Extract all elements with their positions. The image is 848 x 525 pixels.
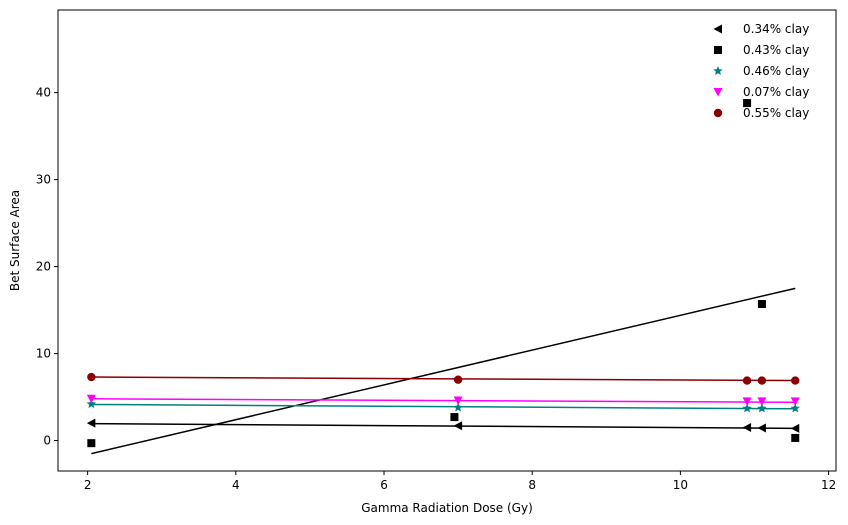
y-tick-label: 30 [36, 173, 51, 187]
trend-line [91, 422, 796, 430]
x-tick-label: 8 [528, 478, 536, 492]
series-0-46-clay [86, 399, 800, 413]
x-tick-label: 4 [232, 478, 240, 492]
data-point [757, 397, 767, 406]
data-point [757, 423, 766, 433]
data-point [86, 394, 96, 404]
data-point [742, 403, 752, 413]
series-layer [86, 99, 800, 455]
x-tick-label: 2 [84, 478, 92, 492]
data-point [790, 397, 800, 406]
legend-marker [713, 24, 722, 34]
x-tick-label: 6 [380, 478, 388, 492]
legend-item: 0.43% clay [714, 43, 809, 57]
data-point [86, 399, 97, 409]
data-point [742, 423, 752, 433]
data-point [87, 372, 96, 382]
legend-label: 0.46% clay [743, 64, 809, 78]
data-point [791, 433, 800, 442]
legend-item: 0.07% clay [713, 85, 809, 99]
legend-marker [713, 88, 723, 97]
series-0-34-clay [86, 418, 800, 433]
x-tick-label: 10 [673, 478, 688, 492]
trend-line [91, 398, 796, 404]
data-point [742, 376, 752, 385]
legend-marker [713, 108, 723, 118]
legend-label: 0.43% clay [743, 43, 809, 57]
legend-item: 0.55% clay [713, 106, 809, 120]
data-point [757, 376, 767, 385]
y-tick-label: 20 [36, 260, 51, 274]
data-point [87, 439, 96, 448]
data-point [757, 299, 766, 308]
data-point [450, 413, 459, 422]
legend-item: 0.34% clay [713, 22, 809, 36]
data-point [791, 376, 800, 385]
x-tick-label: 12 [821, 478, 836, 492]
data-point [757, 403, 767, 413]
y-tick-label: 10 [36, 347, 51, 361]
legend-marker [713, 66, 723, 76]
data-point [790, 423, 800, 433]
legend-label: 0.07% clay [743, 85, 809, 99]
trend-line [91, 287, 796, 455]
data-point [453, 402, 463, 412]
legend-label: 0.34% clay [743, 22, 809, 36]
legend-item: 0.46% clay [713, 64, 809, 78]
series-0-43-clay [87, 99, 800, 455]
legend-label: 0.55% clay [743, 106, 809, 120]
legend-marker [714, 46, 722, 54]
series-0-55-clay [87, 372, 800, 385]
data-point [743, 99, 752, 108]
series-0-07-clay [86, 394, 800, 406]
axis-ticks: 2 4 6 8 10 12 0 10 20 30 40 [36, 86, 837, 492]
data-point [742, 397, 752, 406]
y-tick-label: 40 [36, 86, 51, 100]
x-axis-label: Gamma Radiation Dose (Gy) [361, 501, 533, 515]
data-point [86, 418, 96, 428]
data-point [453, 396, 463, 406]
y-tick-label: 0 [43, 434, 51, 448]
y-axis-label: Bet Surface Area [8, 190, 22, 291]
legend: 0.34% clay 0.43% clay 0.46% clay 0.07% clay… [713, 22, 809, 120]
plot-area-frame [57, 9, 837, 472]
trend-line [91, 403, 796, 410]
data-point [453, 375, 463, 384]
data-point [453, 421, 463, 431]
trend-line [91, 376, 796, 382]
data-point [790, 403, 800, 413]
